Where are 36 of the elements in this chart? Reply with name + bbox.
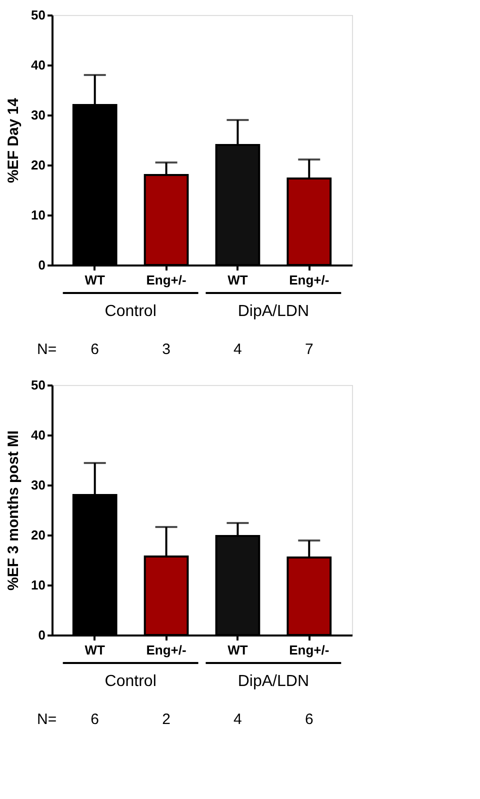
text: 6 <box>304 711 314 728</box>
text: 6 <box>90 711 100 728</box>
text: Control <box>104 303 156 320</box>
text: N= <box>37 341 57 358</box>
x-tick-label: WT <box>228 642 248 658</box>
y-tick-label: 40 <box>31 428 46 442</box>
text: DipA/LDN <box>238 303 309 320</box>
y-tick-label: 20 <box>31 158 46 172</box>
x-tick-label: Eng+/- <box>146 272 186 288</box>
x-tick-label: Eng+/- <box>289 272 330 288</box>
x-tick-label: WT <box>228 272 248 288</box>
y-tick-label: 50 <box>31 378 46 392</box>
y-tick-label: 30 <box>31 478 46 492</box>
text: 2 <box>162 711 170 728</box>
text: 3 <box>162 341 170 358</box>
y-tick-label: 30 <box>31 108 46 122</box>
y-tick-label: 0 <box>38 628 46 642</box>
y-tick-label: 50 <box>31 8 46 22</box>
text: Control <box>104 673 156 690</box>
x-tick-label: WT <box>84 642 106 658</box>
text: 7 <box>304 341 314 358</box>
y-tick-label: 40 <box>31 58 46 72</box>
x-tick-label: Eng+/- <box>289 642 330 658</box>
y-tick-label: 0 <box>38 258 46 272</box>
y-tick-label: 10 <box>31 208 46 222</box>
x-tick-label: Eng+/- <box>146 642 186 658</box>
y-tick-label: 10 <box>31 578 46 592</box>
text: 4 <box>234 711 242 728</box>
text: 4 <box>234 341 242 358</box>
y-tick-label: 20 <box>31 528 46 542</box>
x-tick-label: WT <box>84 272 106 288</box>
text: 6 <box>90 341 100 358</box>
y-axis-title: %EF 3 months post MI <box>5 430 22 591</box>
text: N= <box>37 711 57 728</box>
text: DipA/LDN <box>238 673 309 690</box>
y-axis-title: %EF Day 14 <box>5 97 22 184</box>
